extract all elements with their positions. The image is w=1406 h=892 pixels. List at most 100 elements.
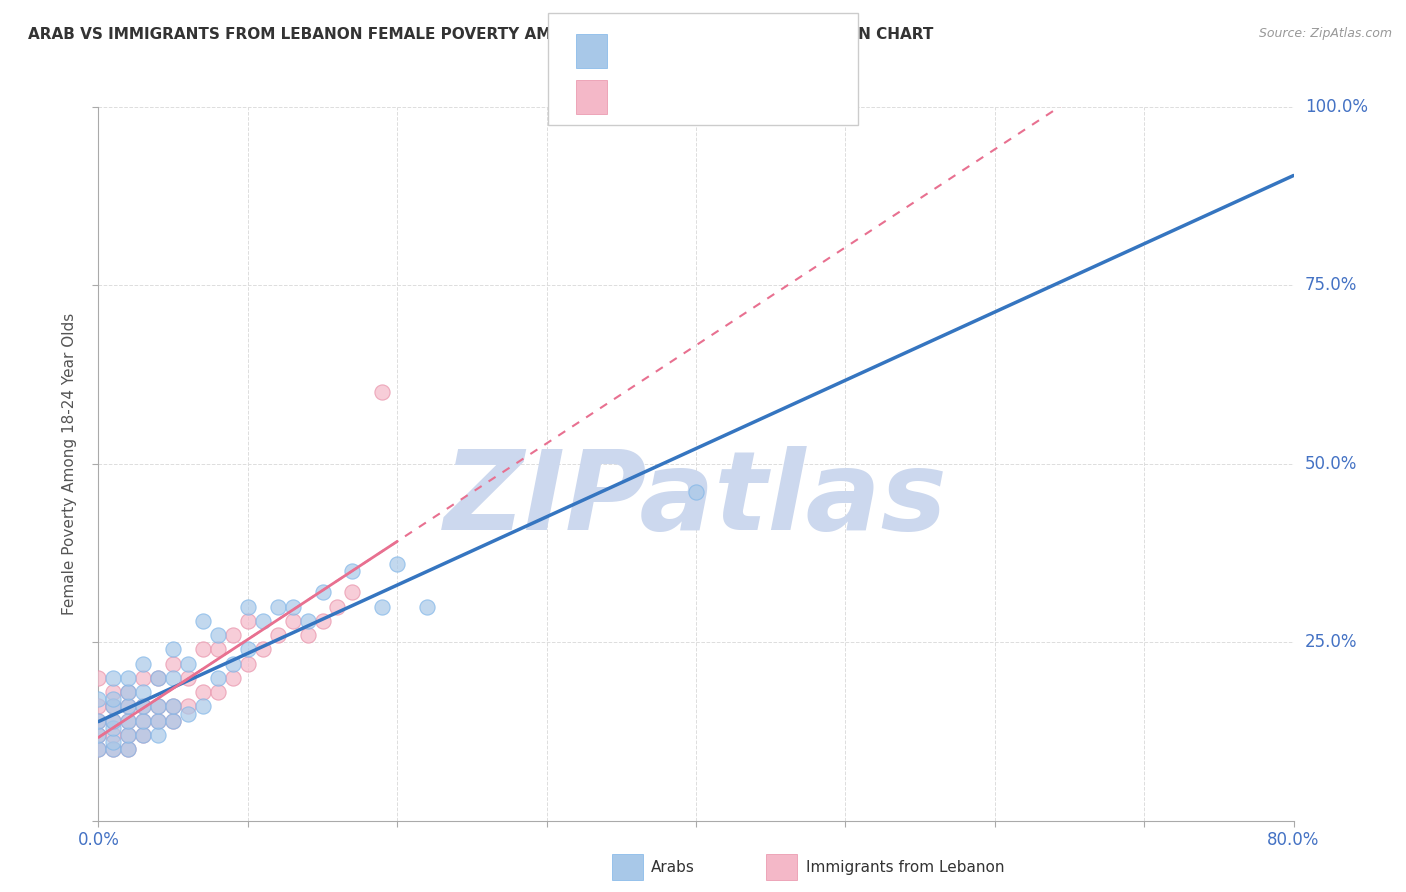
Point bbox=[162, 642, 184, 657]
Point bbox=[117, 671, 139, 685]
Point bbox=[87, 742, 110, 756]
Point bbox=[103, 685, 125, 699]
Point bbox=[207, 642, 229, 657]
Point bbox=[385, 557, 409, 571]
Point bbox=[416, 599, 439, 614]
Point bbox=[297, 614, 319, 628]
Text: 0.510: 0.510 bbox=[650, 43, 706, 61]
Point bbox=[117, 742, 139, 756]
Point bbox=[87, 714, 110, 728]
Text: 100.0%: 100.0% bbox=[1305, 98, 1368, 116]
Text: 43: 43 bbox=[740, 89, 765, 107]
Point bbox=[132, 714, 155, 728]
Point bbox=[103, 721, 125, 735]
Point bbox=[191, 685, 214, 699]
Point bbox=[132, 728, 155, 742]
Text: N =: N = bbox=[706, 89, 745, 107]
Text: R =: R = bbox=[616, 89, 655, 107]
Point bbox=[281, 614, 304, 628]
Point bbox=[191, 699, 214, 714]
Point bbox=[685, 485, 707, 500]
Point bbox=[311, 585, 333, 599]
Point bbox=[117, 685, 139, 699]
Point bbox=[117, 714, 139, 728]
Point bbox=[281, 599, 304, 614]
Point bbox=[191, 614, 214, 628]
Point bbox=[103, 692, 125, 706]
Point bbox=[103, 728, 125, 742]
Point bbox=[87, 742, 110, 756]
Point bbox=[132, 657, 155, 671]
Point bbox=[162, 714, 184, 728]
Point bbox=[87, 728, 110, 742]
Point bbox=[162, 671, 184, 685]
Point bbox=[148, 699, 170, 714]
Point bbox=[222, 657, 245, 671]
Point bbox=[117, 714, 139, 728]
Point bbox=[222, 671, 245, 685]
Point bbox=[148, 671, 170, 685]
Text: 49: 49 bbox=[740, 43, 765, 61]
Point bbox=[222, 628, 245, 642]
Point bbox=[207, 671, 229, 685]
Point bbox=[236, 657, 259, 671]
Point bbox=[117, 728, 139, 742]
Text: Arabs: Arabs bbox=[651, 860, 695, 874]
Text: 0.480: 0.480 bbox=[650, 89, 707, 107]
Point bbox=[267, 628, 290, 642]
Point bbox=[162, 699, 184, 714]
Point bbox=[148, 671, 170, 685]
Point bbox=[252, 614, 274, 628]
Point bbox=[236, 642, 259, 657]
Text: N =: N = bbox=[706, 43, 745, 61]
Point bbox=[311, 614, 333, 628]
Point bbox=[103, 735, 125, 749]
Point bbox=[132, 699, 155, 714]
Point bbox=[117, 728, 139, 742]
Point bbox=[103, 742, 125, 756]
Point bbox=[371, 385, 394, 400]
Point bbox=[132, 714, 155, 728]
Point bbox=[132, 699, 155, 714]
Text: 75.0%: 75.0% bbox=[1305, 277, 1357, 294]
Y-axis label: Female Poverty Among 18-24 Year Olds: Female Poverty Among 18-24 Year Olds bbox=[62, 313, 77, 615]
Point bbox=[207, 628, 229, 642]
Point bbox=[103, 699, 125, 714]
Point bbox=[148, 699, 170, 714]
Point bbox=[117, 685, 139, 699]
Point bbox=[132, 728, 155, 742]
Point bbox=[117, 699, 139, 714]
Point bbox=[148, 714, 170, 728]
Point bbox=[177, 699, 200, 714]
Point bbox=[87, 671, 110, 685]
Point bbox=[207, 685, 229, 699]
Point bbox=[371, 599, 394, 614]
Point bbox=[132, 685, 155, 699]
Point bbox=[103, 714, 125, 728]
Point bbox=[326, 599, 349, 614]
Text: 25.0%: 25.0% bbox=[1305, 633, 1357, 651]
Point bbox=[87, 714, 110, 728]
Point bbox=[87, 728, 110, 742]
Point bbox=[177, 706, 200, 721]
Point bbox=[191, 642, 214, 657]
Point bbox=[117, 742, 139, 756]
Point bbox=[177, 671, 200, 685]
Point bbox=[162, 714, 184, 728]
Point bbox=[103, 742, 125, 756]
Point bbox=[342, 564, 364, 578]
Point bbox=[87, 699, 110, 714]
Text: 50.0%: 50.0% bbox=[1305, 455, 1357, 473]
Point bbox=[236, 614, 259, 628]
Point bbox=[103, 671, 125, 685]
Text: Immigrants from Lebanon: Immigrants from Lebanon bbox=[806, 860, 1004, 874]
Point bbox=[342, 585, 364, 599]
Text: ARAB VS IMMIGRANTS FROM LEBANON FEMALE POVERTY AMONG 18-24 YEAR OLDS CORRELATION: ARAB VS IMMIGRANTS FROM LEBANON FEMALE P… bbox=[28, 27, 934, 42]
Point bbox=[162, 699, 184, 714]
Point bbox=[87, 692, 110, 706]
Point bbox=[236, 599, 259, 614]
Point bbox=[252, 642, 274, 657]
Text: ZIPatlas: ZIPatlas bbox=[444, 446, 948, 553]
Text: Source: ZipAtlas.com: Source: ZipAtlas.com bbox=[1258, 27, 1392, 40]
Point bbox=[117, 699, 139, 714]
